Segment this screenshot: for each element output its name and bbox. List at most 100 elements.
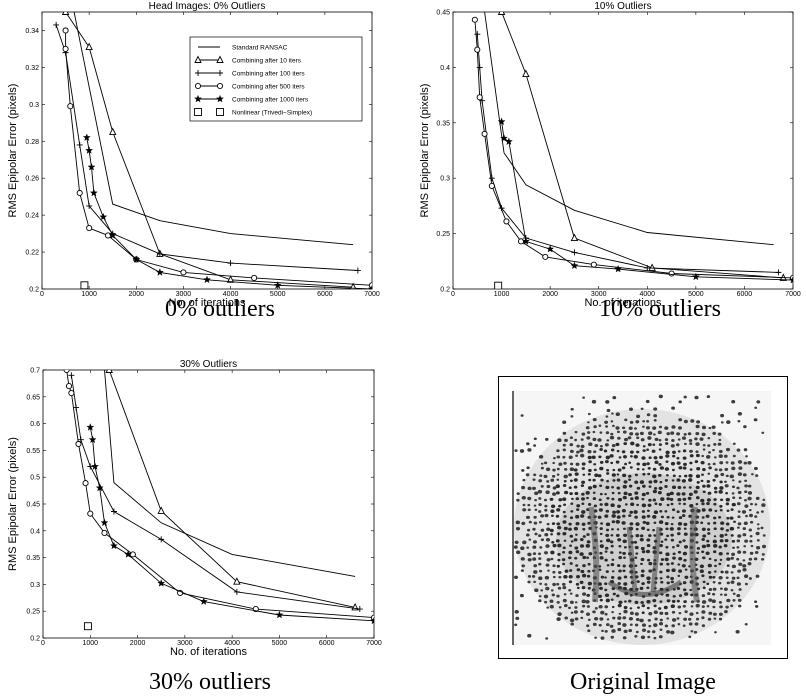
data-point-plus: [77, 436, 84, 443]
legend-marker-circle: [194, 82, 202, 90]
y-tick-label: 0.5: [30, 475, 40, 482]
x-tick-label: 4000: [223, 291, 239, 298]
x-axis-label: No. of iterations: [584, 297, 662, 309]
x-tick-label: 5000: [270, 291, 286, 298]
data-point-plus: [476, 64, 483, 71]
series-line: [70, 375, 360, 610]
plot-area-frame: [42, 369, 375, 639]
data-point-star: [497, 117, 506, 126]
series-line: [73, 12, 354, 246]
data-point-circle: [474, 46, 481, 53]
y-tick-label: 0.22: [25, 250, 39, 257]
dot-pattern: [513, 394, 767, 640]
y-tick-label: 0.28: [25, 139, 39, 146]
x-tick-label: 5000: [688, 291, 704, 298]
x-tick-label: 1000: [81, 291, 97, 298]
y-tick-label: 0.35: [26, 555, 40, 562]
data-point-triangle: [108, 127, 117, 135]
series-line: [476, 34, 779, 273]
data-point-square: [80, 281, 89, 289]
data-point-triangle: [570, 233, 579, 241]
data-point-triangle: [105, 370, 113, 373]
data-point-triangle: [648, 263, 656, 271]
y-axis-label: RMS Epipolar Error (pixels): [419, 84, 431, 218]
y-tick-label: 0.34: [25, 28, 39, 35]
data-point-triangle: [349, 282, 357, 289]
y-tick-label: 0.32: [25, 65, 39, 72]
data-point-star: [132, 255, 141, 263]
data-point-square: [83, 622, 92, 631]
y-tick-label: 0.55: [26, 448, 40, 455]
caption-10pct: 10% outliers: [599, 296, 721, 322]
chart-panel-0pct: Head Images: 0% Outliers 0 1000 2000 3000 400…: [0, 0, 395, 309]
series-line: [503, 152, 774, 246]
data-point-star: [87, 162, 96, 171]
data-point-star: [521, 237, 530, 245]
data-point-plus: [356, 606, 363, 613]
y-tick-label: 0.7: [30, 368, 40, 375]
data-point-circle: [471, 16, 478, 23]
data-point-circle: [251, 274, 258, 281]
data-point-circle: [75, 440, 82, 448]
x-tick-label: 0: [41, 640, 45, 647]
original-image-frame: [498, 376, 788, 659]
legend-marker-circle: [216, 82, 224, 90]
legend-marker-square: [194, 108, 202, 116]
x-tick-label: 2000: [130, 640, 146, 647]
data-point-plus: [775, 269, 782, 276]
data-point-circle: [481, 130, 488, 137]
series-line: [55, 24, 358, 271]
data-point-triangle: [497, 12, 506, 15]
legend-marker-triangle: [216, 55, 224, 63]
data-point-star: [691, 272, 700, 281]
data-point-square: [494, 281, 503, 289]
y-tick-label: 0.3: [29, 102, 39, 109]
y-tick-label: 0.4: [440, 65, 450, 72]
series-line: [65, 12, 354, 288]
data-point-star: [99, 212, 108, 221]
chart-panel-30pct: 30% Outliers 0 1000 2000 3000 4000 5000 6000 700…: [0, 358, 395, 658]
face-feature-left-cheek: [588, 506, 600, 603]
data-point-plus: [233, 588, 240, 595]
y-tick-label: 0.26: [25, 176, 39, 183]
series-line: [89, 427, 374, 622]
plot-area-frame: [41, 11, 373, 290]
data-point-star: [789, 275, 793, 284]
x-tick-label: 3000: [177, 640, 193, 647]
data-point-star: [500, 134, 508, 142]
data-point-triangle: [226, 275, 235, 283]
chart-title: 30% Outliers: [180, 359, 237, 370]
data-point-star: [273, 281, 282, 289]
y-tick-label: 0.65: [26, 394, 40, 401]
x-tick-label: 2000: [128, 291, 144, 298]
data-point-triangle: [522, 69, 530, 77]
data-point-star: [85, 146, 94, 154]
face-feature-nose: [626, 526, 662, 593]
data-point-star: [614, 264, 623, 273]
data-point-triangle: [233, 577, 241, 585]
data-point-star: [368, 284, 372, 289]
y-tick-label: 0.2: [30, 636, 40, 643]
data-point-circle: [129, 551, 136, 558]
data-point-star: [95, 483, 104, 492]
x-tick-label: 1000: [494, 291, 510, 298]
series-group: [471, 12, 793, 289]
y-tick-label: 0.3: [440, 176, 450, 183]
x-tick-label: 6000: [319, 640, 335, 647]
data-point-star: [88, 435, 97, 444]
data-point-plus: [86, 202, 93, 209]
data-point-star: [203, 275, 211, 284]
series-line: [104, 370, 356, 577]
data-point-plus: [571, 249, 578, 256]
data-point-star: [108, 231, 117, 239]
legend-marker-star: [194, 94, 202, 103]
series-group: [53, 12, 372, 289]
x-tick-label: 4000: [224, 640, 240, 647]
data-point-plus: [474, 31, 481, 38]
legend-marker-triangle: [194, 55, 202, 63]
data-point-star: [570, 261, 579, 270]
face-shading: [556, 473, 732, 605]
data-point-circle: [76, 189, 83, 197]
original-image: [512, 391, 771, 645]
legend-marker-square: [216, 108, 224, 116]
